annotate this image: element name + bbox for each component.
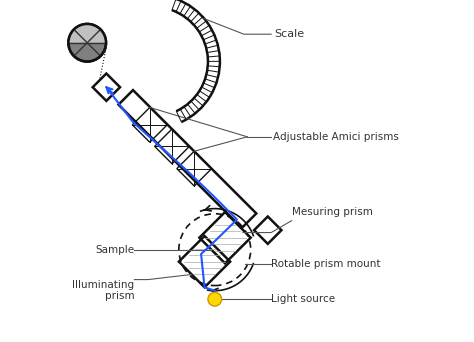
Circle shape bbox=[68, 24, 106, 62]
Text: Illuminating
prism: Illuminating prism bbox=[72, 280, 135, 301]
Text: Mesuring prism: Mesuring prism bbox=[292, 207, 373, 217]
Text: Adjustable Amici prisms: Adjustable Amici prisms bbox=[273, 132, 399, 143]
Circle shape bbox=[208, 292, 222, 306]
Text: Sample: Sample bbox=[95, 245, 135, 255]
Text: Rotable prism mount: Rotable prism mount bbox=[271, 259, 381, 269]
Wedge shape bbox=[68, 24, 106, 43]
Text: Light source: Light source bbox=[271, 294, 335, 304]
Text: Scale: Scale bbox=[274, 29, 305, 39]
